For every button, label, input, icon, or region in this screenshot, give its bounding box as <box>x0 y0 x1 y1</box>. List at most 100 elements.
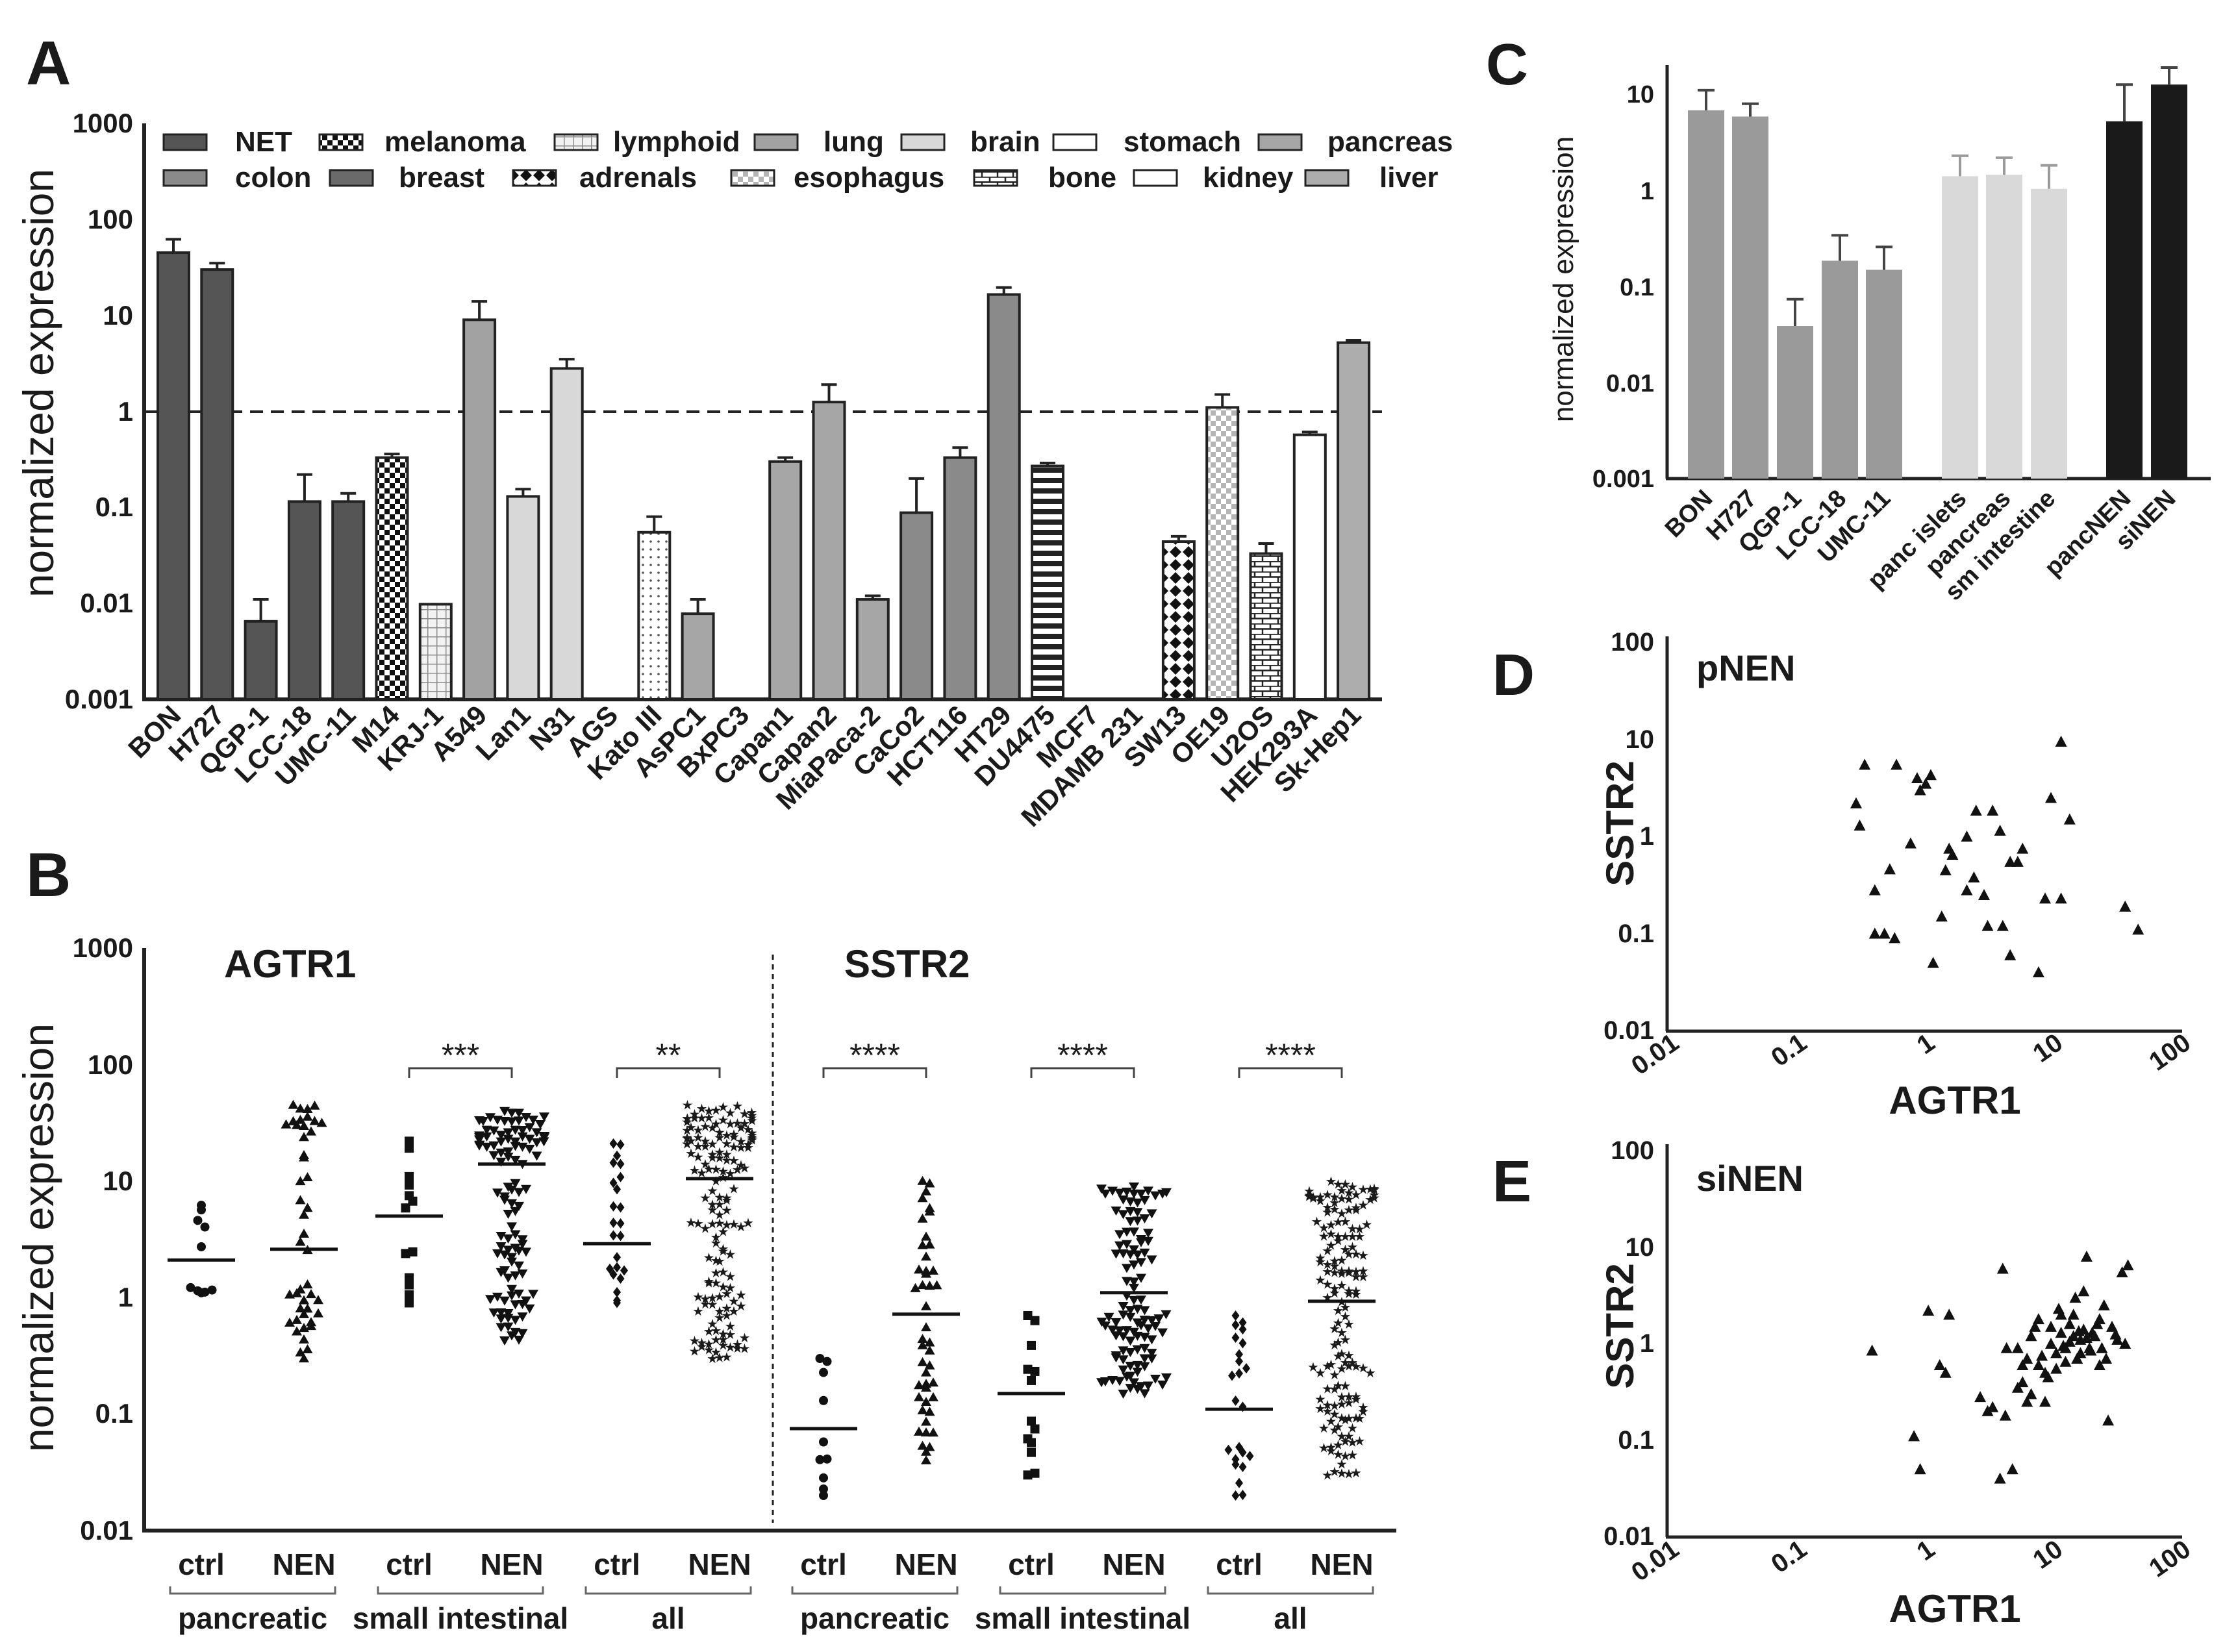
data-point: ★ <box>1336 1279 1348 1293</box>
data-point <box>481 1132 492 1142</box>
data-point <box>514 1201 524 1211</box>
data-point <box>2050 1347 2063 1358</box>
data-point <box>408 1247 418 1257</box>
bar-hct116 <box>943 456 977 701</box>
data-point: ★ <box>742 1123 754 1137</box>
data-point: ★ <box>692 1123 704 1138</box>
data-point <box>200 1287 210 1297</box>
data-point <box>1125 1306 1136 1316</box>
data-point <box>193 1286 203 1295</box>
data-point: ★ <box>742 1138 754 1152</box>
data-point: ★ <box>1343 1396 1355 1410</box>
data-point <box>1883 863 1896 875</box>
group-label-ctrl: ctrl <box>386 1547 433 1581</box>
group-label-ctrl: ctrl <box>800 1547 847 1581</box>
data-point <box>507 1108 517 1118</box>
bar-ht29 <box>987 293 1021 701</box>
data-point <box>1946 848 1959 860</box>
data-point: ★ <box>699 1297 711 1312</box>
data-point: ★ <box>692 1305 704 1319</box>
data-point: ★ <box>1322 1265 1333 1279</box>
data-point: ★ <box>739 1117 751 1131</box>
data-point: ★ <box>1322 1244 1333 1258</box>
data-point <box>499 1266 510 1275</box>
data-point <box>503 1273 514 1283</box>
data-point <box>302 1279 313 1289</box>
data-point: ★ <box>1336 1254 1348 1268</box>
panel-label-e: E <box>1492 1149 1531 1214</box>
data-point <box>2021 1353 2033 1364</box>
tissue-label-all: all <box>651 1601 685 1635</box>
data-point <box>292 1326 302 1336</box>
data-point: ★ <box>718 1225 729 1240</box>
data-point <box>284 1318 295 1327</box>
tissue-label-small-intestinal: small intestinal <box>353 1601 568 1635</box>
data-point <box>1129 1283 1139 1293</box>
data-point <box>507 1284 517 1294</box>
data-point: ★ <box>696 1112 708 1126</box>
tissue-label-pancreatic: pancreatic <box>800 1601 949 1635</box>
data-point <box>2052 1303 2065 1314</box>
data-point: ★ <box>1314 1366 1326 1381</box>
data-point: ★ <box>1350 1247 1362 1262</box>
panel-e-points <box>1866 1250 2134 1484</box>
data-point: ★ <box>681 1137 693 1151</box>
data-point <box>1114 1230 1125 1240</box>
data-point <box>2025 1388 2037 1399</box>
data-point <box>517 1235 528 1245</box>
data-point: ★ <box>1322 1399 1333 1413</box>
data-point: ★ <box>1307 1190 1319 1205</box>
data-point <box>2021 1395 2033 1407</box>
y-tick-label: 10 <box>1627 81 1654 108</box>
legend-swatch-stomach <box>1052 133 1098 151</box>
bar-sinen <box>2151 84 2187 479</box>
data-point <box>1114 1377 1125 1386</box>
data-point <box>496 1323 507 1333</box>
data-point <box>531 1128 542 1138</box>
data-point <box>921 1186 931 1195</box>
data-point: ★ <box>1357 1264 1369 1279</box>
data-point: ★ <box>1318 1221 1330 1235</box>
data-point: ★ <box>710 1345 722 1360</box>
data-point <box>2063 1335 2076 1347</box>
data-point <box>299 1120 309 1130</box>
data-point <box>1908 1430 1920 1442</box>
data-point <box>1143 1324 1153 1334</box>
data-point <box>924 1337 935 1347</box>
data-point <box>1146 1349 1157 1358</box>
legend-label: breast <box>399 162 484 194</box>
data-point <box>1132 1216 1143 1226</box>
data-point: ★ <box>1350 1360 1362 1374</box>
data-point: ★ <box>1340 1301 1351 1315</box>
data-point: ★ <box>692 1140 704 1154</box>
data-point: ★ <box>1329 1266 1340 1281</box>
data-point: ★ <box>714 1217 725 1231</box>
data-point: ★ <box>681 1116 693 1130</box>
data-point <box>474 1135 484 1145</box>
y-tick-label: 10 <box>1626 1233 1655 1262</box>
legend-label: bone <box>1048 162 1116 194</box>
panel-a-y-axis-label: normalized expression <box>14 169 62 597</box>
data-point: ★ <box>1350 1411 1362 1425</box>
data-point <box>1118 1302 1129 1312</box>
data-point <box>1987 805 1999 816</box>
panel-c-y-axis-label: normalized expression <box>1548 136 1579 422</box>
data-point: ★ <box>728 1154 740 1168</box>
data-point: ★ <box>735 1288 747 1303</box>
data-point <box>917 1213 928 1223</box>
data-point <box>1129 1227 1139 1237</box>
data-point: ★ <box>1329 1408 1340 1422</box>
data-point <box>1118 1249 1129 1259</box>
data-point <box>609 1157 618 1168</box>
group-agtr1-pancreatic-nen <box>270 1099 338 1363</box>
data-point <box>302 1303 313 1313</box>
data-point: ★ <box>1343 1264 1355 1279</box>
data-point: ★ <box>1307 1360 1319 1375</box>
data-point <box>524 1123 535 1133</box>
data-point: ★ <box>1307 1192 1319 1206</box>
data-point <box>503 1309 514 1319</box>
legend-label: kidney <box>1203 162 1294 194</box>
data-point: ★ <box>728 1128 740 1142</box>
data-point <box>539 1132 549 1142</box>
data-point: ★ <box>728 1183 740 1197</box>
